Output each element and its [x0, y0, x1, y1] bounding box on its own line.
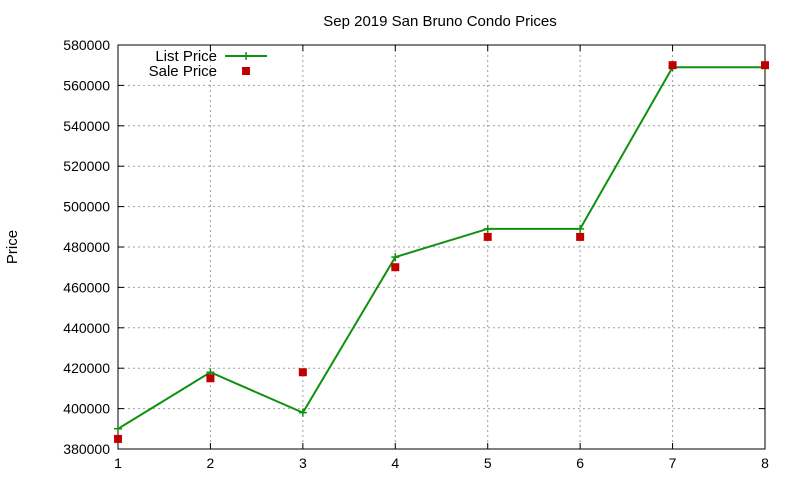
axis-ticks [117, 44, 766, 450]
list-price-point [298, 408, 307, 417]
y-tick-label: 480000 [63, 239, 110, 255]
legend-label-sale-price: Sale Price [149, 63, 217, 80]
sale-price-point [483, 232, 492, 241]
x-tick-label: 5 [484, 455, 492, 471]
plot-frame [117, 44, 766, 450]
y-tick-label: 400000 [63, 401, 110, 417]
y-tick-label: 560000 [63, 77, 110, 93]
y-tick-label: 580000 [63, 37, 110, 53]
legend-marker-list-price [242, 52, 250, 60]
x-tick-label: 2 [207, 455, 215, 471]
sale-price-point [298, 368, 307, 377]
series-layer [114, 61, 769, 443]
sale-price-point [206, 374, 215, 383]
list-price-point [391, 253, 400, 262]
x-tick-label: 3 [299, 455, 307, 471]
y-tick-label: 460000 [63, 279, 110, 295]
x-tick-label: 8 [761, 455, 769, 471]
grid-lines [118, 45, 765, 449]
legend-marker-sale-price [242, 67, 250, 75]
y-tick-label: 540000 [63, 118, 110, 134]
sale-price-point [391, 263, 400, 272]
list-price-line [117, 66, 765, 430]
sale-price-point [576, 232, 585, 241]
y-axis-label: Price [4, 230, 21, 264]
x-tick-label: 6 [576, 455, 584, 471]
sale-price-point [114, 434, 122, 443]
chart-title: Sep 2019 San Bruno Condo Prices [323, 13, 557, 30]
y-tick-label: 380000 [63, 441, 110, 457]
y-tick-label: 420000 [63, 360, 110, 376]
list-price-point [114, 424, 122, 433]
y-tick-label: 440000 [63, 320, 110, 336]
x-tick-label: 4 [391, 455, 399, 471]
sale-price-point [761, 61, 769, 70]
sale-price-point [668, 61, 677, 70]
x-tick-label: 7 [669, 455, 677, 471]
x-tick-labels: 1 2 3 4 5 6 7 8 [114, 455, 769, 471]
y-tick-label: 520000 [63, 158, 110, 174]
y-tick-label: 500000 [63, 199, 110, 215]
list-price-point [576, 224, 585, 233]
y-tick-labels: 380000 400000 420000 440000 460000 480000 5000… [63, 37, 110, 457]
legend-label-list-price: List Price [155, 48, 217, 65]
list-price-point [483, 224, 492, 233]
x-tick-label: 1 [114, 455, 122, 471]
